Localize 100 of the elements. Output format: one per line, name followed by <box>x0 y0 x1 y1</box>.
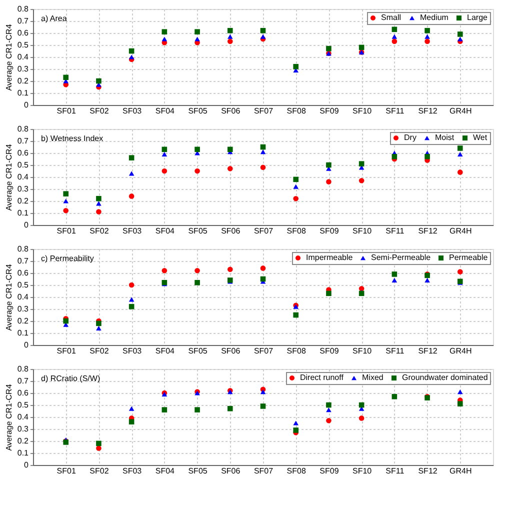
y-tick-label: 0.8 <box>17 4 30 14</box>
y-tick-label: 0 <box>24 100 30 110</box>
y-tick-label: 0.8 <box>17 244 30 254</box>
y-tick-label: 0.4 <box>17 292 30 302</box>
x-tick-label: SF04 <box>155 226 176 236</box>
y-tick-label: 0.7 <box>17 136 30 146</box>
x-tick-label: SF09 <box>320 106 340 116</box>
x-tick-label: SF06 <box>221 346 241 356</box>
x-tick-label: SF02 <box>90 106 110 116</box>
x-tick-label: SF06 <box>221 466 241 476</box>
x-tick-label: SF06 <box>221 226 241 236</box>
x-tick-label: SF05 <box>188 106 208 116</box>
y-tick-label: 0.2 <box>17 196 30 206</box>
y-tick-label: 0.4 <box>17 52 30 62</box>
x-tick-label: SF05 <box>188 346 208 356</box>
x-tick-label: SF10 <box>352 226 372 236</box>
y-axis-title: Average CR1-CR4 <box>4 384 14 451</box>
x-tick-label: SF11 <box>386 466 405 476</box>
x-tick-label: SF03 <box>122 346 142 356</box>
y-tick-label: 0.2 <box>17 76 30 86</box>
x-tick-label: SF10 <box>352 466 372 476</box>
x-tick-label: GR4H <box>450 226 472 236</box>
x-tick-label: SF12 <box>418 346 438 356</box>
y-tick-label: 0 <box>24 460 30 470</box>
x-tick-label: SF01 <box>56 106 76 116</box>
y-tick-label: 0.3 <box>17 424 30 434</box>
x-tick-label: SF01 <box>56 466 76 476</box>
x-tick-label: SF03 <box>122 226 142 236</box>
legend-label: Moist <box>435 133 455 142</box>
x-tick-label: SF02 <box>90 466 110 476</box>
legend-label: Groundwater dominated <box>402 373 488 382</box>
x-tick-label: SF09 <box>320 226 340 236</box>
text: d) RCratio (S/W) <box>41 374 100 383</box>
legend-label: Permeable <box>449 253 488 262</box>
x-tick-label: SF03 <box>122 466 142 476</box>
x-tick-label: SF09 <box>320 466 340 476</box>
y-tick-label: 0.4 <box>17 172 30 182</box>
y-tick-label: 0 <box>24 220 30 230</box>
y-tick-label: 0.1 <box>17 448 30 458</box>
legend-label: Wet <box>473 133 488 142</box>
x-tick-label: SF07 <box>254 466 274 476</box>
x-tick-label: SF04 <box>155 346 176 356</box>
y-tick-label: 0.4 <box>17 412 30 422</box>
y-tick-label: 0.6 <box>17 268 30 278</box>
text: c) Permeability <box>41 254 94 263</box>
y-tick-label: 0.8 <box>17 124 30 134</box>
y-axis-title: Average CR1-CR4 <box>4 144 14 211</box>
y-tick-label: 0.8 <box>17 364 30 374</box>
x-tick-label: SF07 <box>254 106 274 116</box>
y-axis-title: Average CR1-CR4 <box>4 264 14 331</box>
x-tick-label: SF02 <box>90 226 110 236</box>
y-tick-label: 0.3 <box>17 184 30 194</box>
x-tick-label: SF01 <box>56 226 76 236</box>
y-tick-label: 0.7 <box>17 256 30 266</box>
y-tick-label: 0.1 <box>17 328 30 338</box>
x-tick-label: SF07 <box>254 346 274 356</box>
legend-label: Semi-Permeable <box>371 253 432 262</box>
x-tick-label: SF12 <box>418 226 438 236</box>
x-tick-label: SF08 <box>286 226 306 236</box>
x-tick-label: SF05 <box>188 466 208 476</box>
x-tick-label: SF06 <box>221 106 241 116</box>
x-tick-label: SF07 <box>254 226 274 236</box>
y-tick-label: 0.1 <box>17 88 30 98</box>
y-tick-label: 0 <box>24 340 30 350</box>
x-tick-label: GR4H <box>450 106 472 116</box>
x-tick-label: SF11 <box>386 226 405 236</box>
y-tick-label: 0.2 <box>17 436 30 446</box>
x-tick-label: SF12 <box>418 466 438 476</box>
legend-label: Small <box>381 13 402 22</box>
legend-label: Direct runoff <box>300 373 344 382</box>
x-tick-label: SF02 <box>90 346 110 356</box>
legend-label: Large <box>467 13 488 22</box>
y-tick-label: 0.1 <box>17 208 30 218</box>
legend-label: Impermeable <box>306 253 354 262</box>
y-tick-label: 0.5 <box>17 40 30 50</box>
y-tick-label: 0.7 <box>17 376 30 386</box>
x-tick-label: GR4H <box>450 466 472 476</box>
y-tick-label: 0.6 <box>17 148 30 158</box>
x-tick-label: SF11 <box>386 106 405 116</box>
x-tick-label: SF11 <box>386 346 405 356</box>
text: b) Wetness Index <box>41 134 104 143</box>
x-tick-label: SF01 <box>56 346 76 356</box>
y-tick-label: 0.5 <box>17 280 30 290</box>
y-tick-label: 0.2 <box>17 316 30 326</box>
y-axis-title: Average CR1-CR4 <box>4 24 14 91</box>
x-tick-label: SF05 <box>188 226 208 236</box>
y-tick-label: 0.7 <box>17 16 30 26</box>
y-tick-label: 0.5 <box>17 400 30 410</box>
x-tick-label: SF09 <box>320 346 340 356</box>
legend-label: Medium <box>420 13 449 22</box>
x-tick-label: GR4H <box>450 346 472 356</box>
y-tick-label: 0.3 <box>17 64 30 74</box>
legend-label: Dry <box>404 133 416 142</box>
y-tick-label: 0.3 <box>17 304 30 314</box>
x-tick-label: SF04 <box>155 466 176 476</box>
y-tick-label: 0.5 <box>17 160 30 170</box>
x-tick-label: SF04 <box>155 106 176 116</box>
x-tick-label: SF08 <box>286 346 306 356</box>
legend-label: Mixed <box>362 373 384 382</box>
y-tick-label: 0.6 <box>17 388 30 398</box>
